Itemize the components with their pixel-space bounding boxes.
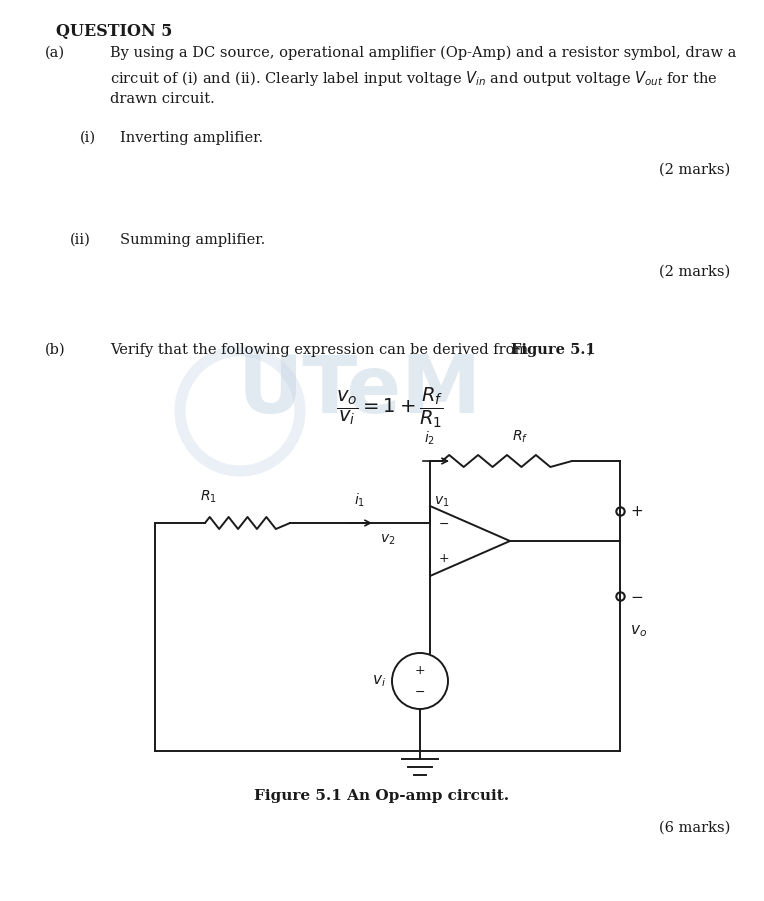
Text: circuit of (i) and (ii). Clearly label input voltage $V_{in}$ and output voltage: circuit of (i) and (ii). Clearly label i…	[110, 69, 717, 88]
Text: (b): (b)	[45, 343, 66, 357]
Text: Figure 5.1 An Op-amp circuit.: Figure 5.1 An Op-amp circuit.	[254, 789, 510, 803]
Text: (2 marks): (2 marks)	[659, 265, 730, 279]
Text: (a): (a)	[45, 46, 65, 60]
Text: drawn circuit.: drawn circuit.	[110, 92, 215, 106]
Text: $+$: $+$	[630, 504, 643, 518]
Text: $i_2$: $i_2$	[425, 430, 435, 447]
Text: Inverting amplifier.: Inverting amplifier.	[120, 131, 263, 145]
Text: $R_1$: $R_1$	[200, 488, 217, 505]
Text: $v_o$: $v_o$	[630, 623, 647, 639]
Text: (i): (i)	[80, 131, 96, 145]
Text: $v_2$: $v_2$	[380, 532, 396, 547]
Text: $-$: $-$	[630, 588, 643, 604]
Text: $v_i$: $v_i$	[372, 673, 386, 689]
Text: Figure 5.1: Figure 5.1	[511, 343, 596, 357]
Text: By using a DC source, operational amplifier (Op-Amp) and a resistor symbol, draw: By using a DC source, operational amplif…	[110, 46, 736, 60]
Text: $\dfrac{v_o}{v_i} = 1 + \dfrac{R_f}{R_1}$: $\dfrac{v_o}{v_i} = 1 + \dfrac{R_f}{R_1}…	[336, 385, 444, 430]
Text: Summing amplifier.: Summing amplifier.	[120, 233, 265, 247]
Text: ;: ;	[588, 343, 593, 357]
Text: $+$: $+$	[438, 552, 449, 566]
Text: $-$: $-$	[438, 516, 449, 530]
Text: $-$: $-$	[414, 685, 426, 697]
Text: $R_f$: $R_f$	[512, 429, 528, 445]
Text: (6 marks): (6 marks)	[659, 821, 730, 835]
Text: $v_1$: $v_1$	[434, 495, 449, 509]
Text: Verify that the following expression can be derived from: Verify that the following expression can…	[110, 343, 533, 357]
Text: UTeM: UTeM	[238, 352, 482, 430]
Text: (2 marks): (2 marks)	[659, 163, 730, 177]
Text: $i_1$: $i_1$	[354, 492, 365, 509]
Text: QUESTION 5: QUESTION 5	[56, 23, 173, 40]
Text: $+$: $+$	[414, 665, 426, 678]
Text: (ii): (ii)	[70, 233, 91, 247]
